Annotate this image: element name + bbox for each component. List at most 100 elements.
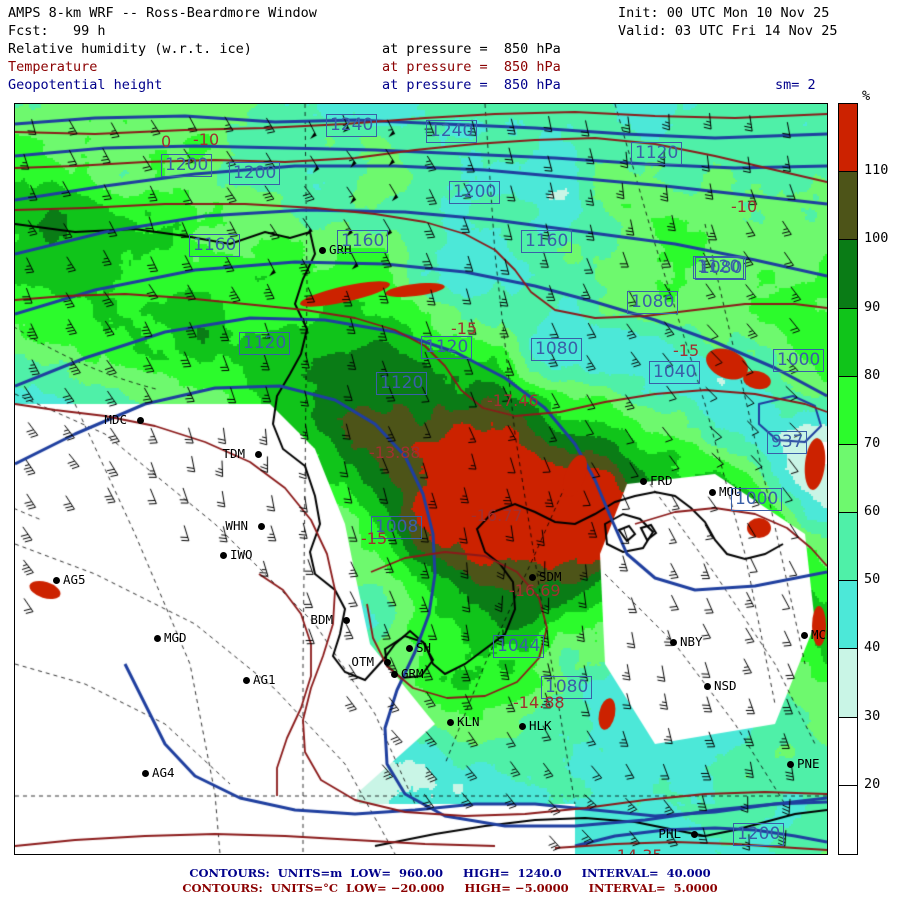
station-label: HLK: [529, 718, 552, 733]
footer-height-contours: CONTOURS: UNITS=m LOW= 960.00 HIGH= 1240…: [189, 866, 711, 880]
station-dot-icon: [519, 723, 526, 730]
colorbar-tick: 70: [864, 434, 881, 451]
height-contour-label: 1080: [695, 257, 747, 280]
station-dot-icon: [243, 677, 250, 684]
station-dot-icon: [709, 489, 716, 496]
station-label: TDM: [222, 446, 245, 461]
height-contour-label: 1080: [531, 338, 583, 361]
temperature-contour-label: -10: [193, 130, 220, 149]
station-label: MGD: [164, 630, 187, 645]
station-label: SH: [416, 640, 432, 655]
station-dot-icon: [640, 478, 647, 485]
station-label: AG1: [253, 672, 276, 687]
height-contour-label: 1120: [376, 372, 428, 395]
field-relative-humidity-level: at pressure = 850 hPa: [382, 41, 561, 57]
colorbar-tick: 30: [864, 707, 881, 724]
height-contour-label: 1120: [421, 336, 473, 359]
station-label: KLN: [457, 714, 480, 729]
height-contour-label: 1044: [493, 635, 545, 658]
colorbar-band: [839, 172, 857, 241]
colorbar-band: [839, 785, 857, 854]
station-dot-icon: [670, 639, 677, 646]
height-contour-label: 1240: [426, 120, 478, 143]
height-contour-label: 1240: [326, 114, 378, 137]
station-label: PNE: [797, 756, 820, 771]
station-dot-icon: [220, 552, 227, 559]
model-title: AMPS 8-km WRF -- Ross-Beardmore Window: [8, 5, 317, 21]
height-contour-label: 1000: [731, 488, 783, 511]
station-dot-icon: [137, 417, 144, 424]
temperature-contour-label: -13.88: [369, 443, 421, 462]
station-label: GRH: [329, 242, 352, 257]
height-contour-label: 1080: [627, 291, 679, 314]
colorbar-band: [839, 717, 857, 786]
station-dot-icon: [691, 831, 698, 838]
colorbar-band: [839, 240, 857, 309]
station-dot-icon: [255, 451, 262, 458]
station-label: NBY: [680, 634, 703, 649]
station-label: PHL: [658, 826, 681, 841]
field-temperature-level: at pressure = 850 hPa: [382, 59, 561, 75]
station-dot-icon: [384, 659, 391, 666]
height-contour-label: 1080: [541, 676, 593, 699]
valid-time: Valid: 03 UTC Fri 14 Nov 25: [618, 23, 838, 39]
field-geopotential-height-label: Geopotential height: [8, 77, 163, 93]
station-dot-icon: [704, 683, 711, 690]
map-plot-area[interactable]: GRH MDC TDM WHN IWO AG5 MGD BDM OTM SH GRM AG1 KLN HL…: [14, 103, 828, 855]
colorbar-tick: 90: [864, 298, 881, 315]
height-contour-label: 1160: [521, 230, 573, 253]
colorbar-band: [839, 581, 857, 650]
station-label: MDC: [104, 412, 127, 427]
station-label: GRM: [401, 666, 424, 681]
height-contour-label: 1000: [773, 349, 825, 372]
height-contour-label: 1200: [229, 162, 281, 185]
temperature-contour-label: -15: [451, 319, 478, 338]
field-relative-humidity-label: Relative humidity (w.r.t. ice): [8, 41, 252, 57]
colorbar-units-label: %: [862, 88, 871, 104]
station-dot-icon: [154, 635, 161, 642]
temperature-contour-label: 0: [161, 132, 172, 151]
colorbar-tick: 60: [864, 503, 881, 520]
relative-humidity-field-canvas: [15, 104, 827, 854]
station-dot-icon: [787, 761, 794, 768]
station-label: OTM: [351, 654, 374, 669]
station-dot-icon: [391, 671, 398, 678]
height-contour-label: 1200: [161, 154, 213, 177]
station-label: FRD: [650, 473, 673, 488]
station-label: MCK: [811, 627, 827, 642]
colorbar-band: [839, 513, 857, 582]
height-contour-label: 1200: [733, 823, 785, 846]
footer-temperature-contours: CONTOURS: UNITS=°C LOW= −20.000 HIGH= −5…: [182, 881, 718, 895]
forecast-hour: Fcst: 99 h: [8, 23, 106, 39]
station-label: BDM: [310, 612, 333, 627]
colorbar-tick: 20: [864, 775, 881, 792]
temperature-contour-label: -14.35: [611, 846, 663, 854]
colorbar-tick: 100: [864, 230, 889, 247]
station-dot-icon: [319, 247, 326, 254]
colorbar[interactable]: [838, 103, 858, 855]
temperature-contour-label: -14.88: [513, 693, 565, 712]
station-label: SDM: [539, 569, 562, 584]
height-contour-label: 1160: [189, 234, 241, 257]
height-contour-label: 1160: [337, 230, 389, 253]
colorbar-band: [839, 104, 857, 173]
temperature-contour-label: -15: [361, 529, 388, 548]
smoothing-label: sm= 2: [775, 77, 816, 93]
station-dot-icon: [343, 617, 350, 624]
temperature-contour-label: -10: [731, 197, 758, 216]
colorbar-band: [839, 376, 857, 445]
station-label: IWO: [230, 547, 253, 562]
temperature-contour-label: -16.69: [509, 581, 561, 600]
height-contour-label: 1120: [631, 142, 683, 165]
temperature-contour-label: -15: [673, 341, 700, 360]
station-dot-icon: [801, 632, 808, 639]
station-dot-icon: [447, 719, 454, 726]
station-dot-icon: [258, 523, 265, 530]
height-contour-label: 1008: [371, 516, 423, 539]
colorbar-band: [839, 308, 857, 377]
colorbar-band: [839, 444, 857, 514]
temperature-contour-label: -17.46: [487, 391, 539, 410]
height-contour-label: 1120: [693, 256, 745, 279]
colorbar-band: [839, 649, 857, 718]
station-dot-icon: [529, 574, 536, 581]
